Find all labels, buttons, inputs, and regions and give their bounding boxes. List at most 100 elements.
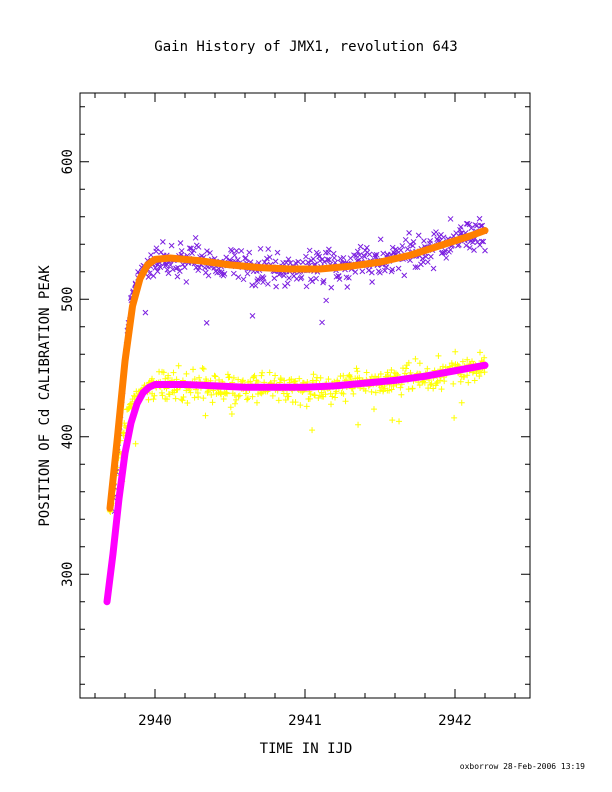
purple-x-point (271, 275, 278, 282)
yellow-plus-point (208, 391, 215, 398)
yellow-plus-point (259, 369, 266, 376)
purple-x-point (154, 268, 161, 275)
yellow-plus-point (371, 406, 378, 413)
yellow-plus-point (151, 392, 158, 399)
yellow-plus-point (386, 387, 393, 394)
yellow-plus-point (476, 373, 483, 380)
yellow-plus-point (481, 369, 488, 376)
purple-x-point (192, 234, 199, 241)
purple-x-point (145, 274, 152, 280)
yellow-plus-point (292, 378, 299, 385)
purple-x-point (266, 254, 273, 261)
yellow-plus-point (244, 396, 251, 403)
purple-x-point (281, 272, 287, 279)
x-tick-label: 2941 (288, 713, 322, 729)
purple-x-point (361, 253, 368, 260)
purple-x-point (440, 234, 447, 241)
purple-x-point (397, 247, 404, 254)
yellow-plus-point (244, 395, 251, 402)
yellow-plus-point (310, 371, 317, 378)
yellow-plus-point (459, 358, 466, 365)
yellow-plus-point (249, 393, 256, 400)
yellow-plus-point (307, 391, 314, 398)
yellow-plus-point (191, 376, 198, 383)
purple-x-point (287, 260, 294, 266)
yellow-plus-point (403, 365, 410, 372)
purple-x-point (249, 312, 256, 319)
yellow-plus-point (329, 393, 336, 400)
yellow-plus-point (228, 411, 235, 418)
yellow-plus-point (452, 348, 459, 355)
purple-x-point (331, 255, 338, 261)
purple-x-point (203, 320, 210, 326)
purple-x-point (146, 270, 153, 277)
purple-x-point (265, 281, 271, 287)
purple-x-point (369, 279, 375, 285)
purple-x-point (257, 245, 264, 252)
yellow-plus-point (226, 373, 233, 380)
yellow-plus-point (388, 367, 395, 374)
purple-x-point (234, 257, 241, 263)
yellow-plus-point (428, 380, 435, 387)
yellow-plus-point (223, 389, 230, 396)
purple-x-point (204, 248, 210, 254)
yellow-plus-point (481, 354, 488, 361)
y-axis-label: POSITION OF Cd CALIBRATION PEAK (37, 265, 53, 527)
yellow-plus-point (160, 369, 167, 376)
yellow-plus-point (398, 391, 405, 398)
yellow-plus-point (239, 378, 246, 385)
yellow-plus-point (356, 374, 363, 381)
yellow-plus-point (271, 377, 278, 384)
footer-stamp: oxborrow 28-Feb-2006 13:19 (460, 762, 585, 771)
purple-x-point (153, 245, 160, 252)
yellow-plus-point (150, 396, 157, 403)
yellow-plus-point (477, 369, 484, 376)
yellow-plus-point (159, 392, 166, 399)
x-tick-label: 2940 (138, 713, 172, 729)
yellow-plus-point (272, 372, 279, 379)
purple-x-point (443, 255, 450, 261)
purple-x-point (323, 297, 330, 304)
yellow-plus-point (292, 399, 299, 406)
yellow-plus-point (451, 414, 458, 421)
purple-x-point (167, 262, 174, 268)
purple-x-point (377, 269, 383, 276)
yellow-plus-point (389, 417, 396, 424)
yellow-plus-point (250, 373, 257, 380)
purple-x-point (366, 251, 373, 258)
yellow-plus-point (450, 380, 457, 387)
yellow-plus-point (347, 373, 354, 380)
yellow-plus-point (397, 384, 404, 391)
yellow-plus-point (253, 399, 260, 406)
purple-x-point (340, 254, 347, 261)
yellow-plus-point (439, 363, 446, 370)
yellow-plus-point (425, 385, 432, 392)
yellow-plus-point (232, 400, 239, 407)
yellow-plus-point (449, 362, 456, 369)
purple-x-point (357, 243, 364, 250)
yellow-plus-point (296, 375, 303, 382)
purple-x-point (344, 284, 351, 290)
yellow-plus-point (438, 386, 445, 393)
purple-x-point (363, 244, 370, 251)
purple-x-point (178, 248, 185, 254)
purple-x-point (317, 257, 323, 264)
yellow-plus-point (281, 377, 288, 384)
yellow-plus-point (180, 393, 187, 400)
yellow-plus-point (322, 391, 329, 398)
yellow-plus-point (277, 376, 284, 383)
purple-x-point (433, 229, 439, 235)
yellow-plus-point (409, 385, 416, 392)
purple-x-point (189, 250, 195, 257)
y-tick-label: 400 (60, 424, 76, 449)
yellow-plus-point (149, 375, 156, 382)
yellow-plus-point (209, 399, 216, 406)
yellow-plus-point (355, 421, 362, 428)
purple-x-point (183, 279, 190, 285)
yellow-plus-point (309, 427, 316, 434)
purple-x-point (466, 244, 473, 251)
purple-x-point (320, 278, 327, 284)
yellow-plus-point (231, 392, 238, 399)
yellow-plus-point (288, 376, 295, 383)
